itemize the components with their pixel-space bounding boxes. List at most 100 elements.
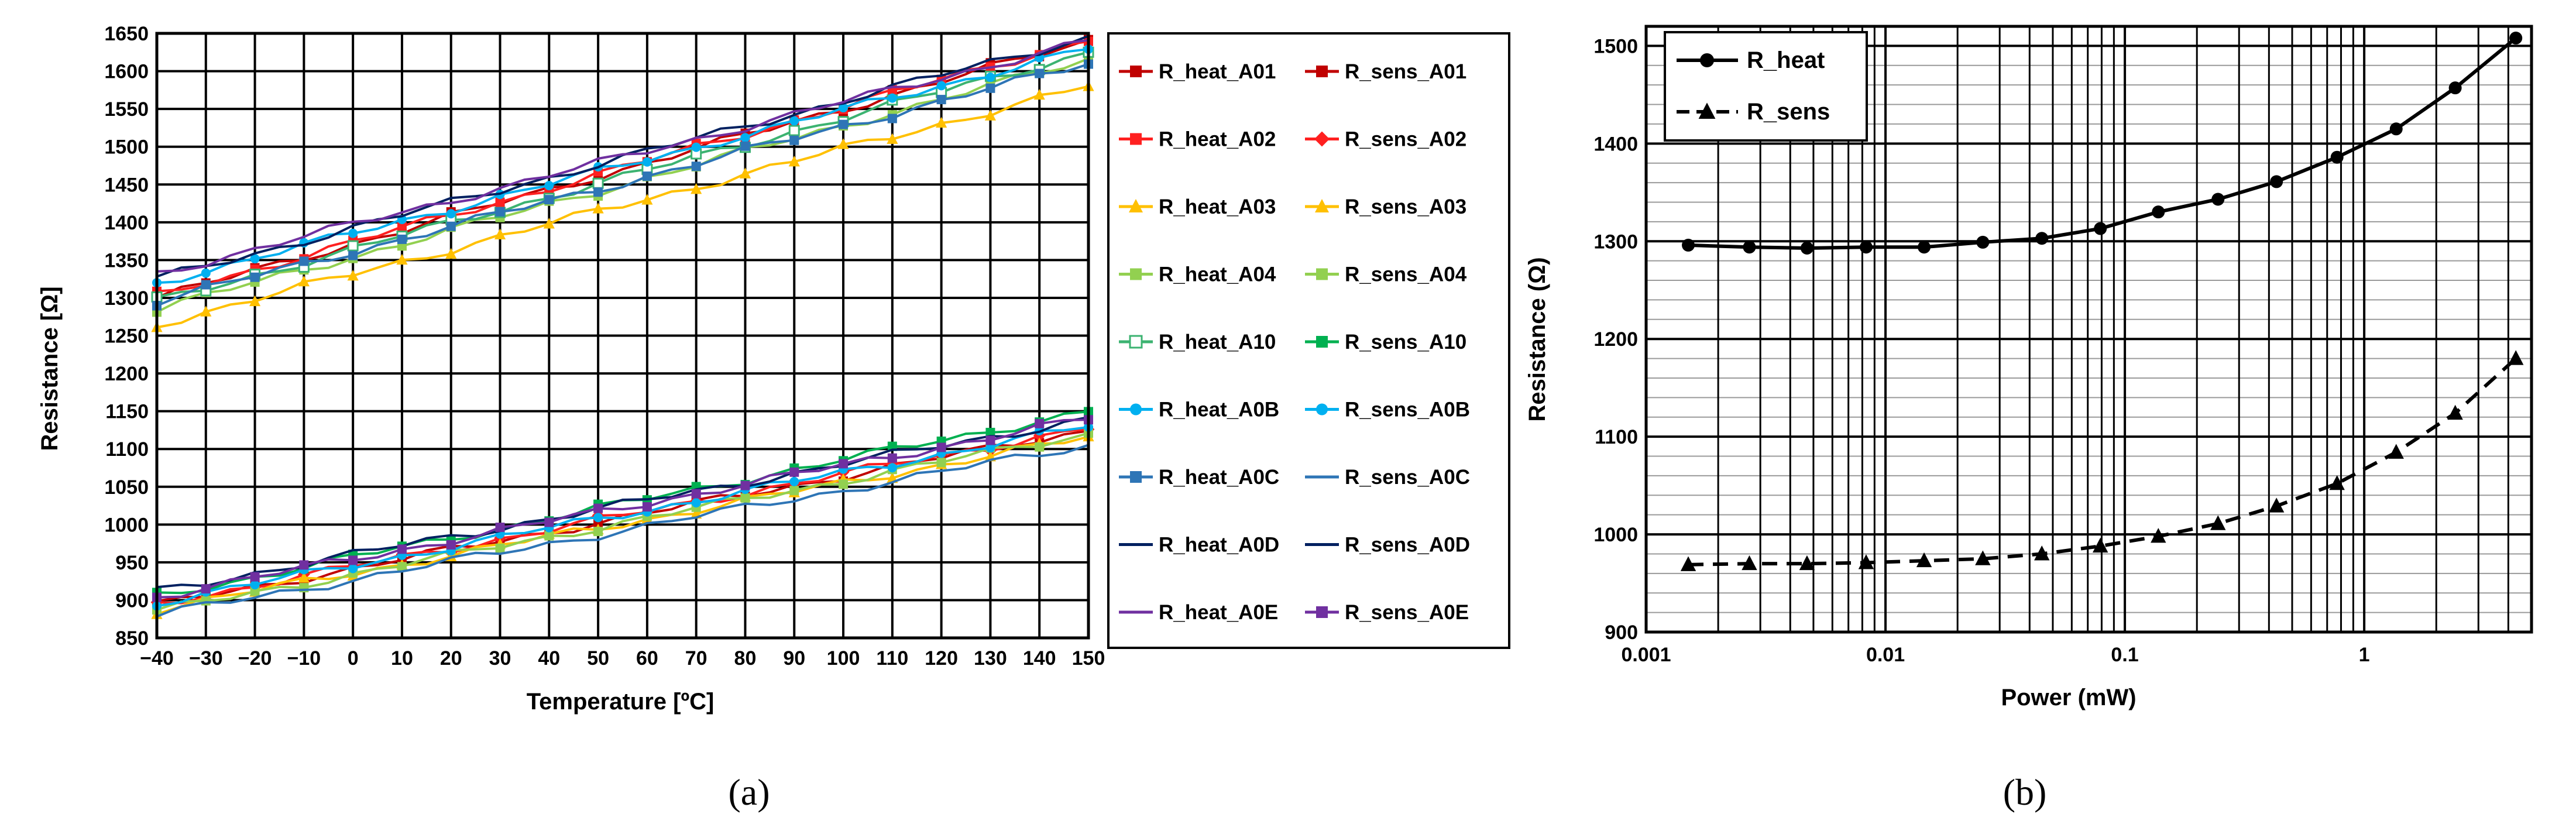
series-marker-R_sens_A0E [201,584,211,594]
legend-marker-R_sens_A04 [1316,268,1328,280]
series-line-R_heat_A01 [156,38,1089,299]
series-marker-R_sens [2210,515,2226,530]
series-marker-R_heat_A03 [592,202,604,214]
legend-label-R_sens_A0E: R_sens_A0E [1345,601,1469,624]
legend-label-R_sens_A0B: R_sens_A0B [1345,399,1470,421]
series-marker-R_sens_A0B [593,513,603,523]
legend-marker-R_sens [1698,102,1716,119]
series-marker-R_heat_A03 [1033,88,1045,100]
series-marker-R_heat [2509,32,2523,45]
series-marker-R_heat_A03 [445,248,457,259]
panel-a-y-tick-label: 850 [115,627,149,650]
legend-label-R_heat_A02: R_heat_A02 [1159,128,1276,151]
legend-marker-R_heat [1700,53,1714,67]
panel-a-x-tick-label: 20 [440,647,462,670]
legend-marker-R_heat_A10 [1129,335,1143,349]
series-marker-R_heat_A0B [839,103,849,113]
series-marker-R_sens_A0E [397,544,407,554]
series-marker-R_heat_A0C [839,119,849,129]
panel-b-label: (b) [2003,771,2047,813]
series-marker-R_sens_A04 [789,486,799,496]
series-marker-R_sens_A0B [691,498,701,508]
panel-b-axes [1644,25,2533,634]
series-marker-R_heat_A0B [985,73,995,83]
series-marker-R_heat_A0B [201,268,211,278]
panel-a-y-tick-label: 1500 [104,136,149,159]
legend-marker-R_heat_A0B [1130,403,1142,416]
panel-b-legend-box [1664,31,1868,142]
legend-label-R_sens_A04: R_sens_A04 [1345,263,1467,286]
series-marker-R_heat_A03 [788,156,800,167]
series-marker-R_sens_A0E [985,435,995,445]
legend-label-R_heat_A0D: R_heat_A0D [1159,534,1279,557]
panel-a-x-tick-label: 80 [734,647,757,670]
legend-label-R_sens_A03: R_sens_A03 [1345,195,1466,218]
series-marker-R_heat_A0B [446,209,456,219]
series-marker-R_heat_A10 [592,177,604,189]
series-marker-R_sens [2034,545,2050,561]
legend-label-R_heat_A03: R_heat_A03 [1159,195,1276,218]
series-marker-R_heat_A0C [397,234,407,244]
legend-label-R_heat_A10: R_heat_A10 [1159,331,1276,353]
series-marker-R_heat_A03 [936,116,947,128]
series-marker-R_heat_A0B [544,181,554,191]
panel-a-grid [156,32,1090,639]
legend-label-R_heat_A0E: R_heat_A0E [1159,601,1278,624]
legend-marker-R_sens_A03 [1315,199,1329,212]
series-marker-R_sens_A04 [250,586,260,596]
series-marker-R_heat_A0C [348,250,358,260]
series-marker-R_sens_A04 [936,458,946,468]
panel-b-x-tick-label: 0.1 [2111,644,2138,666]
series-marker-R_heat_A0B [887,93,897,103]
panel-a-y-tick-label: 1350 [104,249,149,272]
series-marker-R_sens_A0E [446,540,456,550]
series-marker-R_heat_A0C [201,280,211,290]
legend-marker-R_heat_A03 [1129,199,1143,212]
series-marker-R_heat_A0C [544,195,554,205]
series-marker-R_heat_A0C [740,141,750,151]
series-marker-R_heat_A03 [200,305,212,317]
series-marker-R_heat_A0B [789,116,799,126]
panel-a-label: (a) [728,771,770,813]
series-line-R_sens_A03 [156,435,1089,616]
series-marker-R_heat [1976,235,1990,249]
panel-a-x-tick-label: −20 [238,647,272,670]
series-marker-R_sens [1916,552,1932,568]
series-marker-R_sens_A04 [593,527,603,537]
series-marker-R_sens [1975,550,1991,565]
series-line-R_heat_A0E [156,39,1089,273]
series-marker-R_heat_A0C [446,221,456,231]
series-marker-R_sens_A0B [789,476,799,486]
legend-marker-R_heat_A02 [1130,133,1142,145]
series-marker-R_heat [2448,81,2462,95]
series-marker-R_heat_A0B [740,133,750,143]
series-marker-R_heat [2330,150,2344,164]
panel-a-legend: R_heat_A01 R_sens_A01 R_heat_A02 R_sens_A02… [1107,32,1510,649]
series-marker-R_sens_A0E [495,523,505,533]
panel-b-y-tick-label: 1500 [1593,35,1638,57]
legend-label-R_sens_A02: R_sens_A02 [1345,128,1466,151]
series-marker-R_sens_A04 [1035,442,1045,452]
series-marker-R_sens_A0E [936,442,946,452]
series-marker-R_sens_A0E [1035,418,1045,428]
series-marker-R_heat [2211,193,2225,206]
panel-a-x-tick-label: 30 [489,647,511,670]
series-marker-R_sens_A04 [740,493,750,503]
legend-label-R_sens_A0D: R_sens_A0D [1345,534,1470,557]
series-line-R_heat_A10 [156,51,1089,298]
series-marker-R_sens [1742,555,1757,571]
series-marker-R_sens [2508,350,2524,365]
series-marker-R_sens_A0B [250,580,260,590]
panel-a-y-tick-label: 1300 [104,287,149,310]
legend-label-R_heat_A0C: R_heat_A0C [1159,466,1279,489]
panel-b-tick-labels: 900 1000 1100 1200 1300 1400 1500 0.001 0.01 0.1 1 [1593,35,2369,666]
series-marker-R_heat [2270,175,2283,188]
panel-a-series [150,35,1095,619]
panel-b-x-tick-label: 0.001 [1621,644,1671,666]
series-marker-R_heat_A0B [691,142,701,152]
series-marker-R_heat_A0B [642,157,652,167]
panel-a-x-tick-label: 70 [685,647,707,670]
series-marker-R_heat_A03 [543,218,555,229]
panel-a: −40 −30 −20 −10 0 10 20 30 40 50 60 70 80 90 100 110 120… [37,23,1510,813]
series-line-R_sens_A0E [156,418,1089,599]
